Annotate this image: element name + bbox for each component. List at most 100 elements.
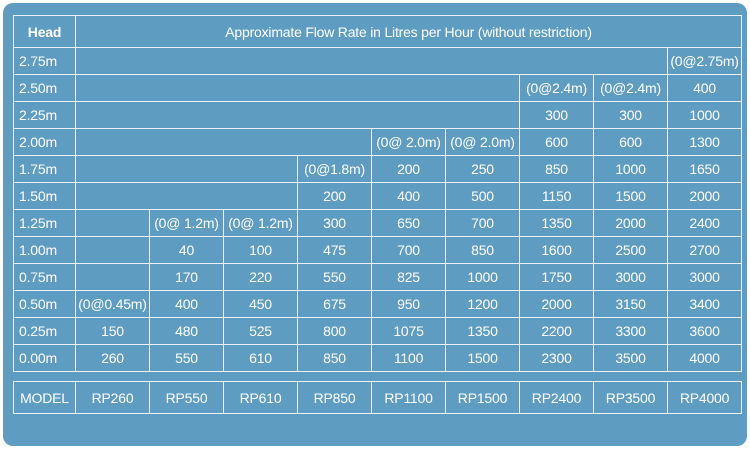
flow-rate-cell: 2500 <box>593 236 668 264</box>
flow-rate-cell: (0@ 2.0m) <box>371 128 446 156</box>
head-value: 0.00m <box>13 344 76 372</box>
table-row: 1.75m (0@1.8m) 200 250 850 1000 1650 <box>13 155 743 183</box>
header-row: Head Approximate Flow Rate in Litres per… <box>13 15 743 48</box>
flow-rate-cell: (0@ 1.2m) <box>149 209 224 237</box>
head-value: 1.00m <box>13 236 76 264</box>
flow-rate-cell: 600 <box>519 128 594 156</box>
table-row: 0.00m 260 550 610 850 1100 1500 2300 3500 4000 <box>13 344 743 372</box>
empty-cell <box>75 101 520 129</box>
flow-rate-cell: 1000 <box>593 155 668 183</box>
flow-rate-cell: 1500 <box>593 182 668 210</box>
flow-rate-cell: 260 <box>75 344 150 372</box>
head-value: 2.50m <box>13 74 76 102</box>
flow-rate-cell: 400 <box>149 290 224 318</box>
head-value: 2.75m <box>13 47 76 75</box>
flow-rate-cell: 200 <box>371 155 446 183</box>
table-row: 0.75m 170 220 550 825 1000 1750 3000 3000 <box>13 263 743 291</box>
flow-rate-cell: 3600 <box>666 317 743 345</box>
flow-rate-cell: 450 <box>223 290 298 318</box>
flow-rate-cell: 800 <box>297 317 372 345</box>
model-name: RP550 <box>149 381 224 414</box>
model-label: MODEL <box>13 381 76 414</box>
flow-rate-cell: 100 <box>223 236 298 264</box>
flow-rate-cell: 700 <box>445 209 520 237</box>
flow-rate-cell: 1075 <box>371 317 446 345</box>
flow-rate-cell: (0@1.8m) <box>297 155 372 183</box>
model-name: RP1500 <box>445 381 520 414</box>
flow-rate-cell: 550 <box>297 263 372 291</box>
flow-rate-cell: 825 <box>371 263 446 291</box>
flow-rate-cell: 475 <box>297 236 372 264</box>
flow-rate-cell: 500 <box>445 182 520 210</box>
head-value: 1.75m <box>13 155 76 183</box>
table-row: 0.25m 150 480 525 800 1075 1350 2200 3300 3600 <box>13 317 743 345</box>
model-name: RP2400 <box>519 381 594 414</box>
head-value: 2.00m <box>13 128 76 156</box>
flow-rate-cell: (0@2.4m) <box>519 74 594 102</box>
flow-rate-cell: 1300 <box>666 128 743 156</box>
empty-cell <box>75 47 668 75</box>
flow-rate-cell: 1200 <box>445 290 520 318</box>
flow-rate-cell: 480 <box>149 317 224 345</box>
flow-rate-cell: 300 <box>519 101 594 129</box>
flow-rate-cell: 2000 <box>666 182 743 210</box>
flow-rate-cell: 850 <box>519 155 594 183</box>
flow-rate-cell: 3400 <box>666 290 743 318</box>
flow-rate-panel: Head Approximate Flow Rate in Litres per… <box>3 3 747 446</box>
flow-rate-cell: 3000 <box>666 263 743 291</box>
empty-cell <box>75 182 298 210</box>
table-row: 2.25m 300 300 1000 <box>13 101 743 129</box>
data-rows: 2.75m (0@2.75m) 2.50m (0@2.4m) (0@2.4m) 400 2.… <box>13 47 743 372</box>
flow-rate-cell: 400 <box>371 182 446 210</box>
head-value: 0.75m <box>13 263 76 291</box>
flow-rate-cell: 1350 <box>519 209 594 237</box>
empty-cell <box>75 209 150 237</box>
empty-cell <box>75 74 520 102</box>
flow-rate-cell: 300 <box>297 209 372 237</box>
flow-rate-cell: (0@2.4m) <box>593 74 668 102</box>
flow-rate-cell: 4000 <box>666 344 743 372</box>
flow-rate-table: Head Approximate Flow Rate in Litres per… <box>13 15 743 414</box>
flow-rate-cell: 2400 <box>666 209 743 237</box>
table-row: 0.50m (0@0.45m) 400 450 675 950 1200 2000 3150 34… <box>13 290 743 318</box>
flow-rate-cell: 1150 <box>519 182 594 210</box>
flow-rate-cell: (0@0.45m) <box>75 290 150 318</box>
flow-rate-cell: 2000 <box>593 209 668 237</box>
model-name: RP260 <box>75 381 150 414</box>
flow-rate-cell: 1000 <box>666 101 743 129</box>
flow-rate-cell: 550 <box>149 344 224 372</box>
empty-cell <box>75 155 298 183</box>
flow-rate-cell: 610 <box>223 344 298 372</box>
flow-rate-cell: 2000 <box>519 290 594 318</box>
flow-rate-cell: 1600 <box>519 236 594 264</box>
table-row: 1.25m (0@ 1.2m) (0@ 1.2m) 300 650 700 1350 2000… <box>13 209 743 237</box>
head-column-header: Head <box>13 15 76 48</box>
flow-rate-cell: 3150 <box>593 290 668 318</box>
flow-rate-cell: 170 <box>149 263 224 291</box>
flow-rate-cell: 850 <box>445 236 520 264</box>
flow-rate-cell: 1000 <box>445 263 520 291</box>
flow-rate-cell: 3500 <box>593 344 668 372</box>
section-gap <box>14 372 742 382</box>
head-value: 0.25m <box>13 317 76 345</box>
model-name: RP4000 <box>666 381 743 414</box>
flow-rate-cell: 525 <box>223 317 298 345</box>
model-name: RP850 <box>297 381 372 414</box>
empty-cell <box>75 128 372 156</box>
head-value: 0.50m <box>13 290 76 318</box>
empty-cell <box>75 236 150 264</box>
table-title: Approximate Flow Rate in Litres per Hour… <box>74 15 743 48</box>
flow-rate-cell: 2700 <box>666 236 743 264</box>
flow-rate-cell: (0@2.75m) <box>666 47 743 75</box>
flow-rate-cell: 1350 <box>445 317 520 345</box>
flow-rate-cell: 1650 <box>666 155 743 183</box>
table-row: 1.00m 40 100 475 700 850 1600 2500 2700 <box>13 236 743 264</box>
flow-rate-cell: 3300 <box>593 317 668 345</box>
flow-rate-cell: 200 <box>297 182 372 210</box>
flow-rate-cell: 3000 <box>593 263 668 291</box>
table-row: 2.75m (0@2.75m) <box>13 47 743 75</box>
head-value: 1.25m <box>13 209 76 237</box>
model-name: RP1100 <box>371 381 446 414</box>
flow-rate-cell: 650 <box>371 209 446 237</box>
flow-rate-cell: 400 <box>666 74 743 102</box>
